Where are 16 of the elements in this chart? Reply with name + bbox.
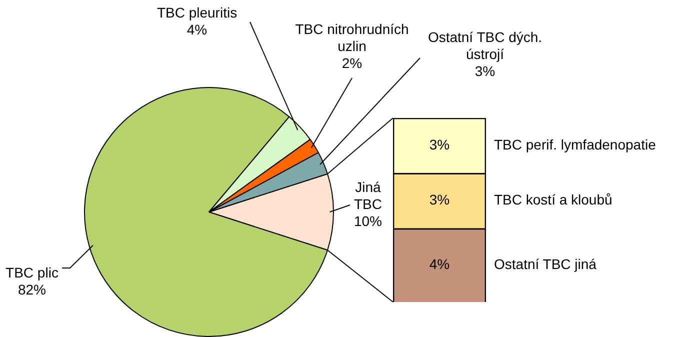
- data-label: 3%: [429, 136, 450, 152]
- data-label: 4%: [186, 21, 208, 38]
- data-label: 3%: [474, 62, 496, 79]
- data-label: 4%: [429, 256, 450, 272]
- series-label: TBC kostí a kloubů: [494, 192, 612, 208]
- data-label: 82%: [18, 281, 46, 298]
- data-label: 3%: [429, 192, 450, 208]
- data-label: 10%: [354, 212, 382, 229]
- slice-label: Jiná TBC: [354, 178, 382, 212]
- slice-label: TBC plic: [6, 264, 58, 280]
- slice-label: TBC pleuritis: [156, 4, 238, 20]
- slice-label: Ostatní TBC dých. ústrojí: [428, 28, 542, 62]
- data-label: 2%: [342, 54, 362, 71]
- series-label: Ostatní TBC jiná: [494, 256, 597, 272]
- series-label: TBC perif. lymfadenopatie: [494, 136, 656, 152]
- slice-label: TBC nitrohrudních uzlin: [295, 20, 409, 54]
